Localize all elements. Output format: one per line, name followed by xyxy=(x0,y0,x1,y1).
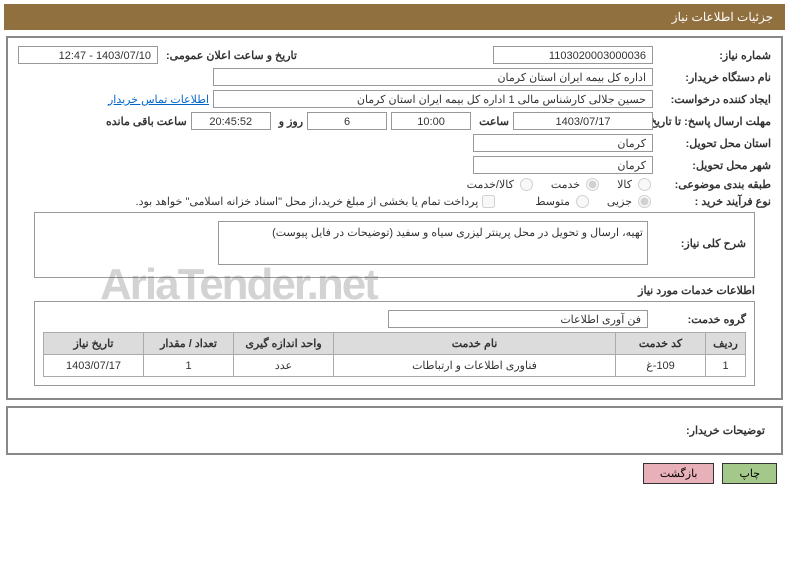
col-unit: واحد اندازه گیری xyxy=(234,333,334,355)
requester-label: ایجاد کننده درخواست: xyxy=(661,93,771,106)
deadline-time: 10:00 xyxy=(391,112,471,130)
days-suffix: روز و xyxy=(279,115,303,128)
province-label: استان محل تحویل: xyxy=(661,137,771,150)
deadline-date: 1403/07/17 xyxy=(513,112,653,130)
radio-medium-label: متوسط xyxy=(535,195,570,208)
time-label: ساعت xyxy=(479,115,509,128)
table-header-row: ردیف کد خدمت نام خدمت واحد اندازه گیری ت… xyxy=(44,333,746,355)
radio-medium[interactable] xyxy=(576,195,589,208)
deadline-label: مهلت ارسال پاسخ: تا تاریخ: xyxy=(661,115,771,128)
treasury-checkbox[interactable] xyxy=(482,195,495,208)
service-group-value: فن آوری اطلاعات xyxy=(388,310,648,328)
radio-goods-service[interactable] xyxy=(520,178,533,191)
print-button[interactable]: چاپ xyxy=(722,463,777,484)
cell-code: 109-غ xyxy=(616,355,706,377)
purchase-type-label: نوع فرآیند خرید : xyxy=(661,195,771,208)
radio-minor[interactable] xyxy=(638,195,651,208)
contact-link[interactable]: اطلاعات تماس خریدار xyxy=(108,93,209,106)
col-code: کد خدمت xyxy=(616,333,706,355)
announce-label: تاریخ و ساعت اعلان عمومی: xyxy=(166,49,297,62)
col-name: نام خدمت xyxy=(334,333,616,355)
cell-idx: 1 xyxy=(706,355,746,377)
buyer-org-label: نام دستگاه خریدار: xyxy=(661,71,771,84)
service-info-label: اطلاعات خدمات مورد نیاز xyxy=(18,284,755,297)
service-panel: گروه خدمت: فن آوری اطلاعات ردیف کد خدمت … xyxy=(34,301,755,386)
col-qty: تعداد / مقدار xyxy=(144,333,234,355)
need-no-value: 1103020003000036 xyxy=(493,46,653,64)
need-no-label: شماره نیاز: xyxy=(661,49,771,62)
main-panel: شماره نیاز: 1103020003000036 تاریخ و ساع… xyxy=(6,36,783,400)
service-table: ردیف کد خدمت نام خدمت واحد اندازه گیری ت… xyxy=(43,332,746,377)
cell-name: فناوری اطلاعات و ارتباطات xyxy=(334,355,616,377)
subject-class-label: طبقه بندی موضوعی: xyxy=(661,178,771,191)
radio-goods-service-label: کالا/خدمت xyxy=(467,178,514,191)
buyer-notes-label: توضیحات خریدار: xyxy=(686,424,765,437)
requester-value: حسین جلالی کارشناس مالی 1 اداره کل بیمه … xyxy=(213,90,653,108)
treasury-note: پرداخت تمام یا بخشی از مبلغ خرید،از محل … xyxy=(136,195,479,208)
need-desc-value: تهیه، ارسال و تحویل در محل پرینتر لیزری … xyxy=(218,221,648,265)
radio-goods[interactable] xyxy=(638,178,651,191)
service-group-label: گروه خدمت: xyxy=(656,313,746,326)
cell-date: 1403/07/17 xyxy=(44,355,144,377)
radio-service-label: خدمت xyxy=(551,178,580,191)
remaining-time: 20:45:52 xyxy=(191,112,271,130)
subject-class-radios: کالا خدمت کالا/خدمت xyxy=(455,178,653,191)
announce-value: 1403/07/10 - 12:47 xyxy=(18,46,158,64)
province-value: کرمان xyxy=(473,134,653,152)
city-label: شهر محل تحویل: xyxy=(661,159,771,172)
button-bar: چاپ بازگشت xyxy=(12,463,777,484)
cell-unit: عدد xyxy=(234,355,334,377)
purchase-type-radios: جزیی متوسط xyxy=(523,195,653,208)
buyer-org-value: اداره کل بیمه ایران استان کرمان xyxy=(213,68,653,86)
radio-service[interactable] xyxy=(586,178,599,191)
radio-minor-label: جزیی xyxy=(607,195,632,208)
table-row: 1 109-غ فناوری اطلاعات و ارتباطات عدد 1 … xyxy=(44,355,746,377)
col-date: تاریخ نیاز xyxy=(44,333,144,355)
radio-goods-label: کالا xyxy=(617,178,632,191)
buyer-notes-box: توضیحات خریدار: xyxy=(6,406,783,455)
city-value: کرمان xyxy=(473,156,653,174)
page-title: جزئیات اطلاعات نیاز xyxy=(672,10,773,24)
back-button[interactable]: بازگشت xyxy=(643,463,715,484)
cell-qty: 1 xyxy=(144,355,234,377)
need-desc-label: شرح کلی نیاز: xyxy=(656,237,746,250)
remaining-suffix: ساعت باقی مانده xyxy=(106,115,187,128)
col-idx: ردیف xyxy=(706,333,746,355)
days-value: 6 xyxy=(307,112,387,130)
page-header: جزئیات اطلاعات نیاز xyxy=(4,4,785,30)
need-desc-panel: شرح کلی نیاز: تهیه، ارسال و تحویل در محل… xyxy=(34,212,755,278)
